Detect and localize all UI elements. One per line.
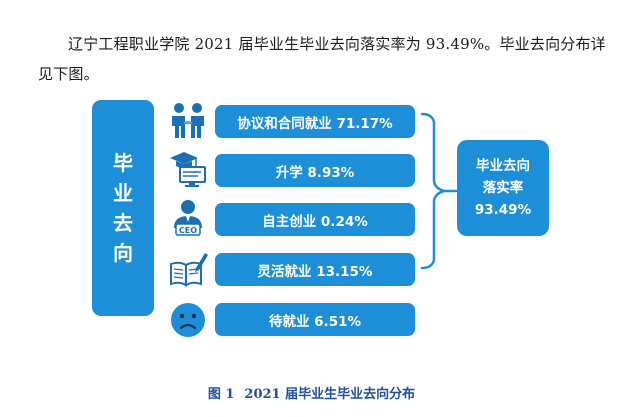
grouping-bracket [420,112,458,270]
category-char: 去 [113,211,133,235]
outcome-item: 自主创业 0.24% [215,203,415,236]
placement-rate-value: 93.49% [474,202,532,218]
placement-rate-line: 落实率 [482,180,524,196]
category-char: 毕 [113,151,133,175]
category-char: 向 [113,241,133,265]
figure-caption: 图 1 2021 届毕业生毕业去向分布 [0,383,623,402]
intro-paragraph: 辽宁工程职业学院 2021 届毕业生毕业去向落实率为 93.49%。毕业去向分布… [38,35,606,83]
outcome-item: 灵活就业 13.15% [215,253,415,286]
ceo-icon: CEO [168,198,208,238]
figure-number: 图 1 [207,387,235,402]
outcome-item: 升学 8.93% [215,154,415,187]
category-char: 业 [113,181,133,205]
graduation-cap-icon [168,148,208,188]
placement-rate-line: 毕业去向 [476,158,530,174]
sad-face-icon [168,300,208,340]
placement-rate-box: 毕业去向 落实率 93.49% [457,140,549,236]
figure-title: 2021 届毕业生毕业去向分布 [244,387,416,402]
book-pen-icon [168,250,208,290]
handshake-people-icon [168,101,208,141]
outcome-item: 待就业 6.51% [215,303,415,336]
category-box: 毕 业 去 向 [92,100,154,316]
outcome-item: 协议和合同就业 71.17% [215,105,415,138]
svg-text:CEO: CEO [179,226,197,235]
